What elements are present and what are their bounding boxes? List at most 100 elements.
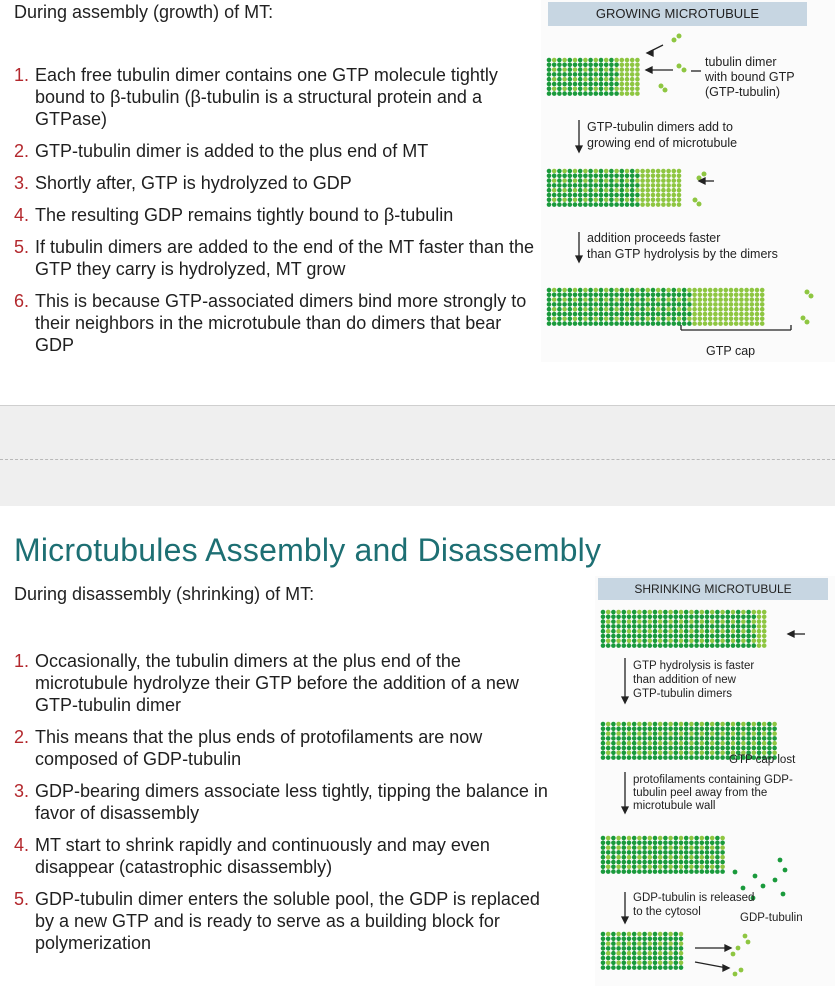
tubulin-subunit <box>683 755 689 760</box>
tubulin-subunit <box>647 740 653 746</box>
tubulin-subunit <box>657 731 663 736</box>
tubulin-subunit <box>663 864 668 870</box>
tubulin-subunit <box>741 755 746 760</box>
tubulin-subunit <box>642 840 647 846</box>
tubulin-subunit <box>640 297 645 302</box>
tubulin-subunit <box>614 197 619 203</box>
tubulin-subunit <box>619 62 625 68</box>
tubulin-subunit <box>647 736 653 741</box>
tubulin-subunit <box>593 187 599 193</box>
tubulin-subunit <box>546 57 552 63</box>
tubulin-subunit <box>583 86 588 92</box>
arrow-line <box>694 961 728 969</box>
tubulin-subunit <box>598 306 604 312</box>
tubulin-subunit <box>663 850 668 855</box>
tubulin-subunit <box>730 619 736 624</box>
tubulin-subunit <box>704 755 710 760</box>
tubulin-subunit <box>583 178 588 183</box>
tubulin-subunit <box>567 311 573 317</box>
tubulin-subunit <box>655 183 661 188</box>
tubulin-subunit <box>598 178 604 183</box>
tubulin-subunit <box>666 192 671 198</box>
tubulin-subunit <box>614 173 619 179</box>
tubulin-subunit <box>600 854 606 860</box>
tubulin-subunit <box>683 736 689 741</box>
tubulin-subunit <box>635 173 640 179</box>
tubulin-subunit <box>668 740 673 746</box>
tubulin-subunit <box>626 854 632 860</box>
tubulin-subunit <box>616 731 621 736</box>
tubulin-subunit <box>694 726 699 732</box>
tubulin-subunit <box>699 721 705 727</box>
tubulin-subunit <box>694 609 699 615</box>
tubulin-subunit <box>626 740 632 746</box>
tubulin-subunit <box>616 619 621 624</box>
tubulin-subunit <box>647 721 653 727</box>
tubulin-subunit <box>588 311 593 317</box>
tubulin-subunit <box>715 840 720 846</box>
tubulin-subunit <box>694 854 699 860</box>
tubulin-subunit <box>605 965 611 970</box>
tubulin-subunit <box>631 854 637 860</box>
tubulin-subunit <box>671 202 677 207</box>
tubulin-subunit <box>735 736 741 741</box>
tubulin-subunit <box>577 173 583 179</box>
tubulin-subunit <box>577 192 583 198</box>
tubulin-subunit <box>689 854 694 860</box>
tubulin-subunit <box>663 960 668 966</box>
tubulin-subunit <box>657 619 663 624</box>
tubulin-subunit <box>756 628 762 634</box>
tubulin-subunit <box>655 168 661 174</box>
tubulin-subunit <box>629 91 635 96</box>
tubulin-subunit <box>761 721 767 727</box>
tubulin-subunit <box>678 643 684 648</box>
s-step1-line2: than addition of new <box>633 674 737 686</box>
tubulin-subunit <box>715 609 720 615</box>
tubulin-subunit <box>733 287 739 293</box>
tubulin-subunit <box>626 643 632 648</box>
tubulin-subunit <box>619 311 625 317</box>
tubulin-subunit <box>702 292 708 298</box>
tubulin-subunit <box>624 81 630 87</box>
tubulin-subunit <box>652 955 658 961</box>
tubulin-subunit <box>720 845 725 850</box>
arrow-head <box>620 806 630 815</box>
tubulin-subunit <box>647 619 653 624</box>
tubulin-subunit <box>709 755 715 760</box>
tubulin-subunit <box>631 955 637 961</box>
tubulin-subunit <box>683 864 689 870</box>
tubulin-subunit <box>673 721 679 727</box>
tubulin-subunit <box>673 619 679 624</box>
tubulin-subunit <box>772 736 777 741</box>
tubulin-subunit <box>655 187 661 193</box>
tubulin-subunit <box>546 202 552 207</box>
tubulin-subunit <box>600 931 606 937</box>
s-step3-line2: to the cytosol <box>633 906 701 918</box>
tubulin-subunit <box>720 755 725 760</box>
tubulin-subunit <box>720 614 725 620</box>
tubulin-subunit <box>735 633 741 639</box>
tubulin-subunit <box>600 726 606 732</box>
tubulin-subunit <box>713 311 718 317</box>
tubulin-subunit <box>707 316 713 322</box>
tubulin-subunit <box>551 173 557 179</box>
tubulin-subunit <box>642 850 647 855</box>
tubulin-subunit <box>668 628 673 634</box>
tubulin-subunit <box>650 168 656 174</box>
tubulin-subunit <box>720 721 725 727</box>
tubulin-subunit <box>663 854 668 860</box>
tubulin-subunit <box>600 835 606 841</box>
tubulin-subunit <box>621 869 627 874</box>
tubulin-subunit <box>704 643 710 648</box>
tubulin-subunit <box>663 638 668 644</box>
tubulin-subunit <box>647 726 653 732</box>
tubulin-subunit <box>681 287 687 293</box>
tubulin-subunit <box>751 619 757 624</box>
tubulin-subunit <box>678 960 684 966</box>
tubulin-subunit <box>603 81 609 87</box>
tubulin-subunit <box>652 936 658 942</box>
tubulin-subunit <box>715 835 720 841</box>
tubulin-subunit <box>655 202 661 207</box>
tubulin-subunit <box>709 614 715 620</box>
s-step2-line2: tubulin peel away from the <box>633 787 767 799</box>
